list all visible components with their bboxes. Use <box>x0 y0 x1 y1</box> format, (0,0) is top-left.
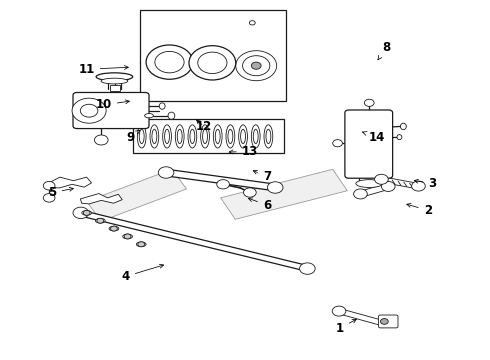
Ellipse shape <box>122 234 132 239</box>
Circle shape <box>111 226 117 231</box>
Circle shape <box>95 135 108 145</box>
Polygon shape <box>79 210 308 271</box>
Text: 2: 2 <box>407 203 432 217</box>
Text: 7: 7 <box>253 170 271 183</box>
Ellipse shape <box>241 129 245 144</box>
Polygon shape <box>379 176 419 189</box>
Circle shape <box>268 182 283 193</box>
Ellipse shape <box>163 125 172 148</box>
Ellipse shape <box>190 129 195 144</box>
Ellipse shape <box>239 125 247 148</box>
Circle shape <box>138 242 145 247</box>
Ellipse shape <box>213 125 222 148</box>
Polygon shape <box>87 169 187 221</box>
Ellipse shape <box>168 112 175 119</box>
Polygon shape <box>360 184 390 197</box>
FancyBboxPatch shape <box>378 315 398 328</box>
Text: 10: 10 <box>96 99 129 112</box>
Ellipse shape <box>201 125 209 148</box>
Circle shape <box>155 51 184 73</box>
Ellipse shape <box>251 125 260 148</box>
Ellipse shape <box>96 73 133 81</box>
Polygon shape <box>80 194 122 204</box>
Text: 8: 8 <box>378 41 391 60</box>
Circle shape <box>243 56 270 76</box>
Text: 1: 1 <box>336 319 356 335</box>
Circle shape <box>299 263 315 274</box>
Circle shape <box>189 46 236 80</box>
FancyBboxPatch shape <box>73 93 149 129</box>
Polygon shape <box>165 169 277 191</box>
Text: 6: 6 <box>248 198 271 212</box>
Circle shape <box>83 210 90 215</box>
Ellipse shape <box>165 129 170 144</box>
Ellipse shape <box>266 129 271 144</box>
Text: 9: 9 <box>126 130 140 144</box>
Circle shape <box>244 188 256 197</box>
Ellipse shape <box>136 242 146 247</box>
Ellipse shape <box>226 125 235 148</box>
Ellipse shape <box>264 125 273 148</box>
Ellipse shape <box>152 129 157 144</box>
Ellipse shape <box>228 129 233 144</box>
Circle shape <box>217 180 229 189</box>
Ellipse shape <box>139 129 144 144</box>
Ellipse shape <box>82 211 92 215</box>
Bar <box>110 85 120 91</box>
Circle shape <box>354 189 368 199</box>
Circle shape <box>124 234 131 239</box>
Ellipse shape <box>177 129 182 144</box>
Circle shape <box>73 207 89 219</box>
Bar <box>133 119 284 153</box>
Circle shape <box>249 21 255 25</box>
Circle shape <box>251 62 261 69</box>
Text: 5: 5 <box>49 186 74 199</box>
Circle shape <box>97 218 104 223</box>
Circle shape <box>381 181 395 192</box>
Circle shape <box>43 181 55 190</box>
Ellipse shape <box>397 135 402 140</box>
Circle shape <box>332 306 346 316</box>
Ellipse shape <box>188 125 197 148</box>
Text: 11: 11 <box>78 63 128 76</box>
Ellipse shape <box>150 125 159 148</box>
Ellipse shape <box>101 78 128 84</box>
Circle shape <box>80 104 98 117</box>
Circle shape <box>412 181 425 191</box>
Ellipse shape <box>253 129 258 144</box>
Text: 3: 3 <box>414 177 437 190</box>
Ellipse shape <box>400 123 406 130</box>
Ellipse shape <box>109 226 119 231</box>
Circle shape <box>365 99 374 107</box>
Circle shape <box>198 52 227 73</box>
Polygon shape <box>220 169 347 219</box>
Bar <box>140 10 287 102</box>
Ellipse shape <box>96 219 105 223</box>
Circle shape <box>43 194 55 202</box>
Text: 14: 14 <box>363 131 385 144</box>
Text: 13: 13 <box>229 145 258 158</box>
Text: 4: 4 <box>122 264 164 283</box>
Polygon shape <box>48 177 92 188</box>
FancyBboxPatch shape <box>345 110 392 178</box>
Circle shape <box>374 174 388 184</box>
Circle shape <box>333 140 343 147</box>
Ellipse shape <box>137 125 146 148</box>
Text: 12: 12 <box>196 120 212 133</box>
Ellipse shape <box>145 113 153 118</box>
Ellipse shape <box>356 180 383 188</box>
Polygon shape <box>338 309 381 325</box>
Circle shape <box>158 167 174 178</box>
Ellipse shape <box>215 129 220 144</box>
Ellipse shape <box>159 103 165 109</box>
Circle shape <box>380 319 388 324</box>
Ellipse shape <box>175 125 184 148</box>
Ellipse shape <box>202 129 207 144</box>
Circle shape <box>146 45 193 79</box>
Circle shape <box>72 98 106 123</box>
